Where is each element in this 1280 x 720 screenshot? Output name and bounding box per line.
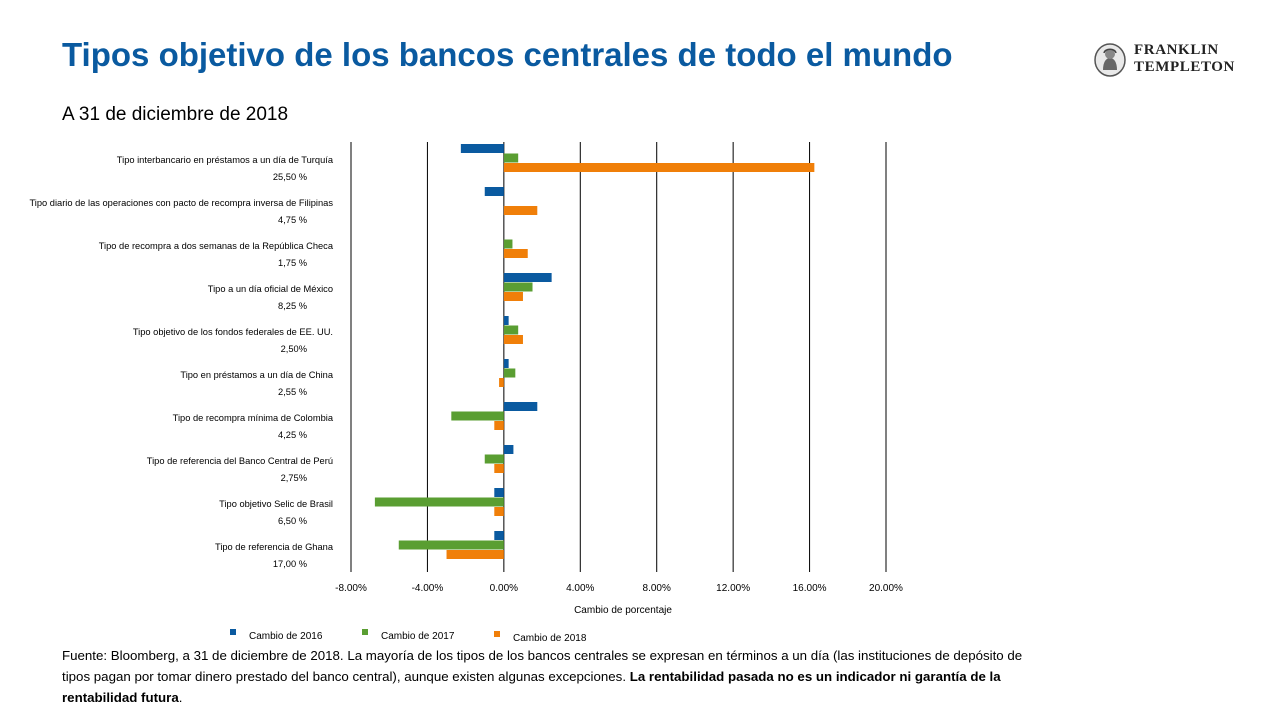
category-rate-label: 8,25 %	[278, 301, 307, 311]
x-tick-label: -8.00%	[335, 583, 367, 594]
x-tick-label: 16.00%	[793, 583, 827, 594]
x-tick-label: 12.00%	[716, 583, 750, 594]
bar	[503, 325, 519, 335]
category-rate-label: 2,75%	[281, 473, 307, 483]
footnote-end: .	[178, 690, 183, 705]
bar	[503, 402, 538, 411]
category-rate-label: 2,50%	[281, 344, 307, 354]
bar	[503, 445, 514, 454]
bar	[503, 282, 533, 292]
category-label: Tipo de referencia del Banco Central de …	[147, 456, 333, 466]
bar	[503, 249, 528, 258]
category-label: Tipo de recompra a dos semanas de la Rep…	[99, 241, 334, 251]
page-title: Tipos objetivo de los bancos centrales d…	[62, 36, 953, 73]
bar	[374, 497, 504, 507]
bar	[503, 273, 552, 282]
category-rate-label: 4,25 %	[278, 430, 307, 440]
bar	[446, 550, 504, 559]
bar-chart: Tipo interbancario en préstamos a un día…	[29, 142, 903, 644]
bar	[503, 359, 509, 368]
category-rate-label: 4,75 %	[278, 215, 307, 225]
category-label: Tipo diario de las operaciones con pacto…	[29, 198, 333, 208]
bar	[398, 540, 504, 550]
category-rate-label: 2,55 %	[278, 387, 307, 397]
legend-label: Cambio de 2018	[513, 633, 587, 644]
bar	[484, 454, 504, 464]
category-label: Tipo de recompra mínima de Colombia	[173, 413, 334, 423]
category-label: Tipo objetivo de los fondos federales de…	[133, 327, 333, 337]
x-tick-label: 20.00%	[869, 583, 903, 594]
category-rate-label: 25,50 %	[273, 172, 307, 182]
category-label: Tipo en préstamos a un día de China	[180, 370, 333, 380]
category-label: Tipo objetivo Selic de Brasil	[219, 499, 333, 509]
bar	[494, 421, 504, 430]
logo-wordmark: FRANKLIN TEMPLETON	[1134, 42, 1235, 76]
bar	[503, 163, 815, 172]
page-subtitle: A 31 de diciembre de 2018	[62, 104, 289, 125]
x-tick-label: 4.00%	[566, 583, 594, 594]
footnote-disclaimer: La rentabilidad pasada no es un indicado…	[62, 669, 1001, 705]
legend-label: Cambio de 2017	[381, 631, 455, 642]
bar	[503, 153, 519, 163]
x-axis-label: Cambio de porcentaje	[574, 605, 672, 616]
bar	[494, 507, 504, 516]
x-tick-label: 8.00%	[643, 583, 671, 594]
footnote: Fuente: Bloomberg, a 31 de diciembre de …	[62, 645, 1032, 708]
bar	[503, 206, 538, 215]
category-rate-label: 1,75 %	[278, 258, 307, 268]
bar	[494, 464, 504, 473]
category-rate-label: 17,00 %	[273, 559, 307, 569]
bar	[460, 144, 504, 153]
category-label: Tipo a un día oficial de México	[208, 284, 333, 294]
franklin-templeton-logo: FRANKLIN TEMPLETON	[1092, 42, 1242, 78]
logo-line-2: TEMPLETON	[1134, 59, 1235, 75]
bar	[494, 488, 504, 497]
bar	[503, 368, 516, 378]
x-tick-label: -4.00%	[412, 583, 444, 594]
portrait-medallion-icon	[1094, 43, 1126, 77]
bar	[494, 531, 504, 540]
x-tick-label: 0.00%	[490, 583, 518, 594]
logo-line-1: FRANKLIN	[1134, 42, 1219, 58]
bar	[451, 411, 504, 421]
bar	[484, 187, 504, 196]
legend-swatch	[230, 629, 236, 635]
category-rate-label: 6,50 %	[278, 516, 307, 526]
footnote-text: Fuente: Bloomberg, a 31 de diciembre de …	[62, 648, 1023, 684]
category-label: Tipo de referencia de Ghana	[215, 542, 334, 552]
category-label: Tipo interbancario en préstamos a un día…	[117, 155, 334, 165]
bar	[503, 292, 523, 301]
bar	[503, 335, 523, 344]
legend-swatch	[362, 629, 368, 635]
bar	[499, 378, 504, 387]
bar	[503, 239, 513, 249]
bar	[503, 316, 509, 325]
legend-label: Cambio de 2016	[249, 631, 323, 642]
legend-swatch	[494, 631, 500, 637]
